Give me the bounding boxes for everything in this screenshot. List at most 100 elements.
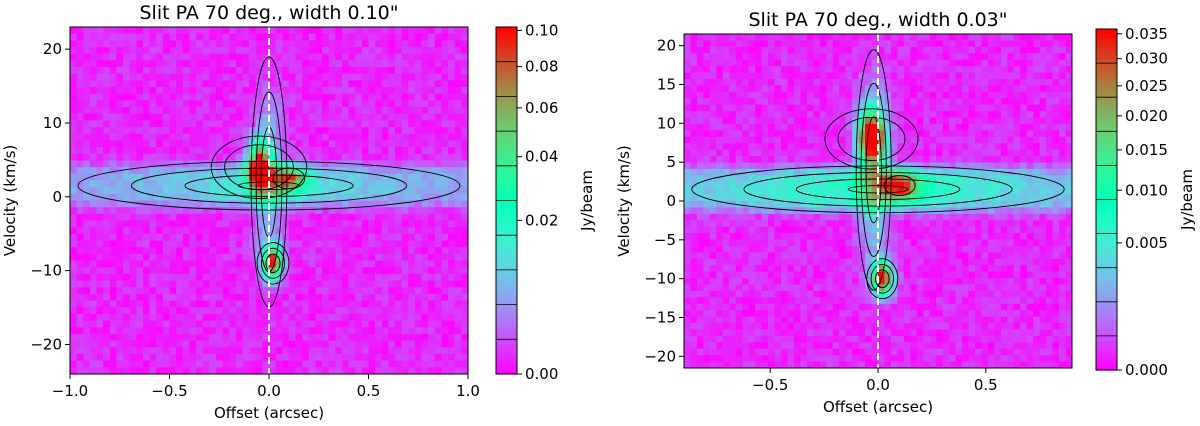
heatmap-cell (748, 188, 756, 196)
heatmap-cell (162, 113, 171, 122)
heatmap-cell (196, 347, 204, 355)
heatmap-cell (761, 143, 769, 151)
heatmap-cell (328, 267, 336, 275)
heatmap-cell (156, 100, 164, 108)
heatmap-cell (871, 335, 879, 343)
heatmap-cell (288, 120, 297, 128)
heatmap-cell (123, 240, 131, 248)
heatmap-cell (832, 265, 840, 273)
heatmap-cell (832, 46, 840, 54)
heatmap-cell (222, 340, 230, 348)
heatmap-cell (428, 93, 436, 101)
heatmap-cell (800, 226, 808, 234)
heatmap-cell (716, 98, 724, 106)
heatmap-cell (441, 87, 449, 95)
heatmap-cell (156, 87, 164, 95)
heatmap-cell (448, 247, 456, 255)
heatmap-cell (116, 180, 124, 188)
heatmap-cell (865, 40, 873, 48)
colorbar-segment (496, 66, 517, 71)
heatmap-cell (806, 117, 814, 125)
heatmap-cell (878, 91, 886, 99)
heatmap-cell (748, 181, 756, 189)
heatmap-cell (748, 342, 756, 350)
heatmap-cell (103, 100, 111, 108)
heatmap-cell (169, 353, 177, 362)
heatmap-cell (335, 60, 343, 68)
heatmap-cell (703, 258, 711, 266)
heatmap-cell (748, 91, 756, 99)
heatmap-cell (806, 233, 814, 241)
heatmap-cell (182, 120, 190, 128)
heatmap-cell (716, 265, 724, 273)
heatmap-cell (295, 87, 303, 95)
heatmap-cell (136, 153, 144, 162)
heatmap-cell (690, 98, 698, 106)
heatmap-cell (242, 247, 250, 255)
heatmap-cell (109, 73, 118, 81)
heatmap-cell (288, 333, 297, 342)
heatmap-cell (381, 127, 389, 135)
heatmap-cell (461, 360, 468, 368)
heatmap-cell (315, 253, 323, 262)
heatmap-cell (149, 40, 157, 48)
heatmap-cell (269, 367, 277, 374)
heatmap-cell (716, 284, 724, 292)
heatmap-cell (781, 91, 789, 99)
heatmap-cell (375, 187, 383, 195)
heatmap-cell (781, 149, 789, 157)
heatmap-cell (295, 93, 303, 101)
heatmap-cell (401, 33, 409, 41)
heatmap-cell (421, 327, 429, 335)
heatmap-cell (800, 201, 808, 209)
heatmap-cell (242, 27, 250, 35)
heatmap-cell (142, 100, 151, 108)
heatmap-cell (89, 53, 98, 61)
heatmap-cell (395, 360, 403, 368)
heatmap-cell (196, 227, 204, 235)
heatmap-cell (355, 267, 363, 275)
heatmap-cell (793, 335, 801, 343)
heatmap-cell (149, 327, 157, 335)
heatmap-cell (368, 167, 376, 175)
heatmap-cell (395, 60, 403, 68)
heatmap-cell (813, 265, 821, 273)
heatmap-cell (890, 258, 898, 266)
heatmap-cell (255, 327, 263, 335)
colorbar-segment (496, 170, 517, 176)
heatmap-cell (832, 53, 840, 61)
heatmap-cell (315, 300, 323, 308)
heatmap-cell (684, 85, 692, 93)
heatmap-cell (83, 127, 91, 135)
heatmap-cell (255, 360, 263, 368)
heatmap-cell (703, 290, 711, 298)
heatmap-cell (275, 340, 283, 348)
heatmap-cell (806, 220, 814, 228)
heatmap-cell (800, 329, 808, 337)
heatmap-cell (229, 127, 237, 135)
heatmap-cell (255, 147, 263, 155)
heatmap-cell (716, 156, 724, 164)
heatmap-cell (368, 313, 376, 322)
heatmap-cell (368, 333, 376, 342)
heatmap-cell (878, 239, 886, 247)
heatmap-cell (787, 98, 795, 106)
heatmap-cell (275, 353, 283, 362)
heatmap-cell (793, 149, 801, 157)
heatmap-cell (722, 111, 730, 119)
heatmap-cell (709, 207, 717, 215)
heatmap-cell (322, 153, 330, 162)
heatmap-cell (832, 226, 840, 234)
heatmap-cell (361, 140, 370, 148)
heatmap-cell (182, 307, 190, 315)
heatmap-cell (768, 201, 776, 209)
heatmap-cell (162, 313, 171, 322)
heatmap-cell (355, 193, 363, 202)
heatmap-cell (196, 187, 204, 195)
heatmap-cell (222, 187, 230, 195)
heatmap-cell (169, 107, 177, 115)
colorbar-segment (496, 243, 517, 249)
heatmap-cell (890, 130, 898, 138)
heatmap-cell (295, 193, 303, 202)
heatmap-cell (103, 267, 111, 275)
